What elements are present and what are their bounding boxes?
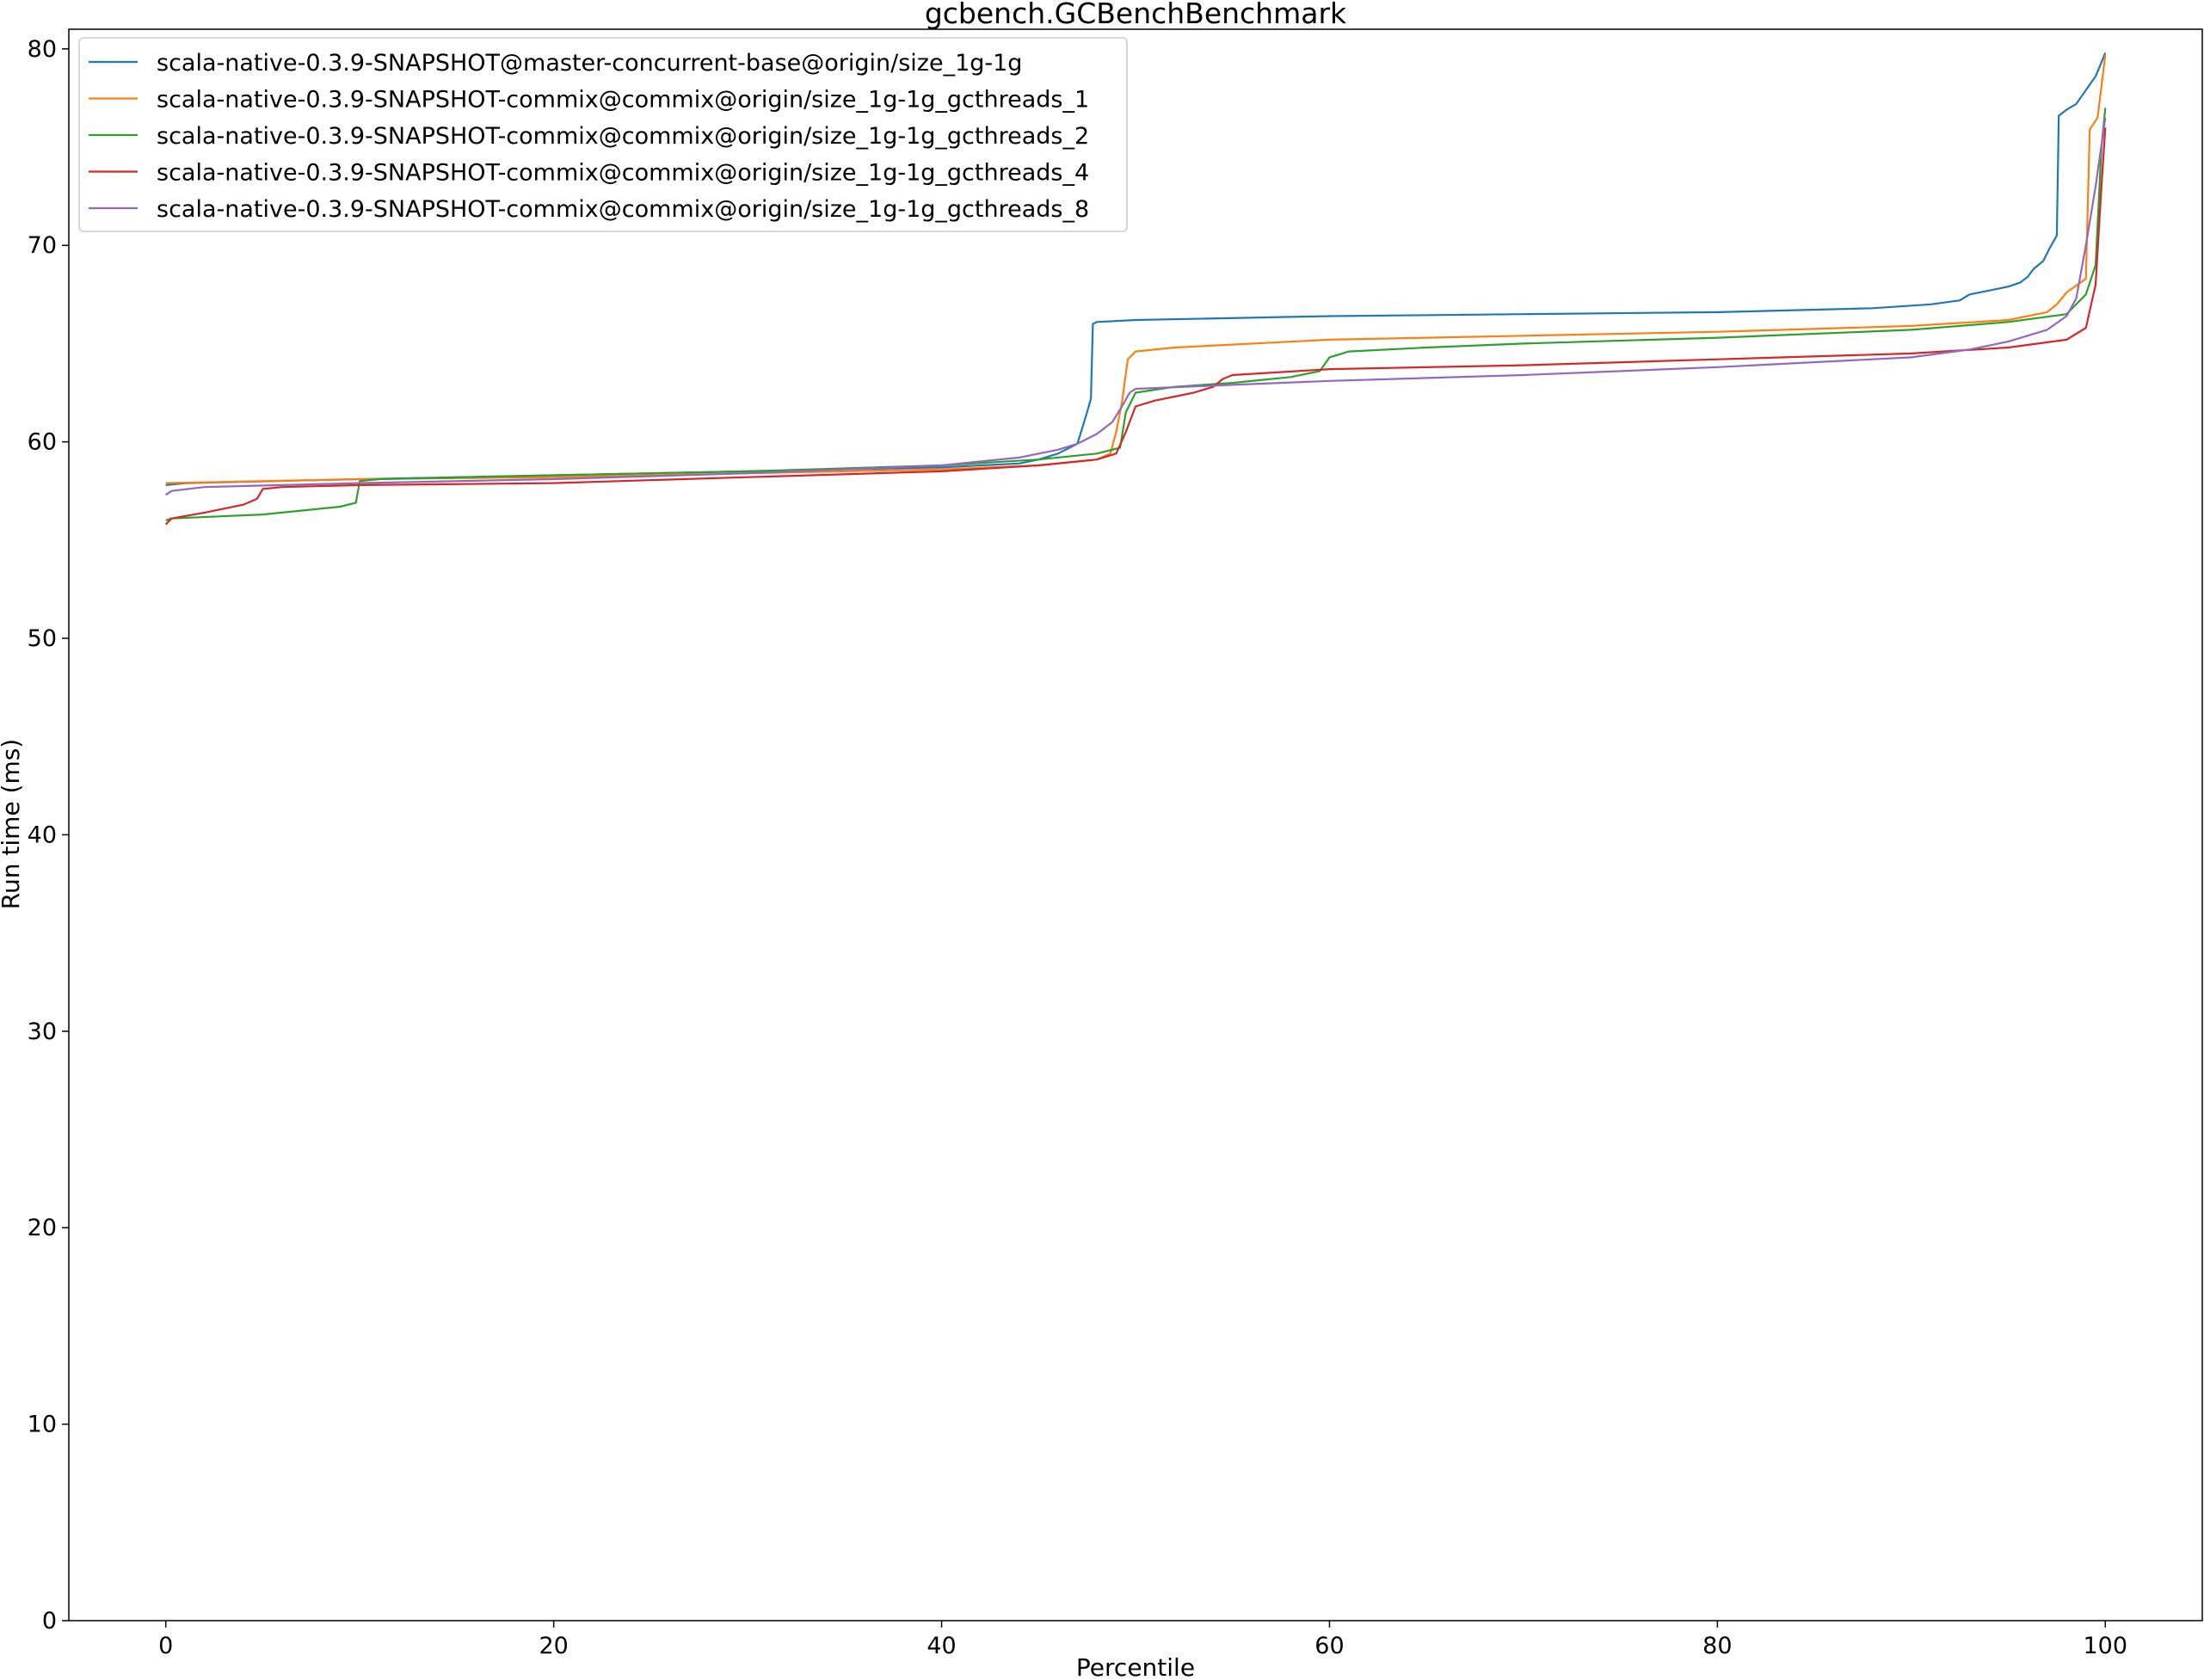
x-tick-label: 0 xyxy=(158,1633,173,1659)
x-tick-label: 40 xyxy=(927,1633,956,1659)
legend-box xyxy=(78,37,1128,232)
y-axis-label: Run time (ms) xyxy=(0,739,25,909)
series-line-4 xyxy=(164,127,2107,526)
y-tick-label: 10 xyxy=(28,1412,57,1438)
y-tick-label: 60 xyxy=(28,429,57,456)
x-axis-label: Percentile xyxy=(1076,1653,1195,1680)
legend-label-5: scala-native-0.3.9-SNAPSHOT-commix@commi… xyxy=(157,196,1089,223)
legend-label-1: scala-native-0.3.9-SNAPSHOT@master-concu… xyxy=(157,50,1022,77)
plot-frame xyxy=(68,28,2203,1622)
x-axis: 0 20 40 60 80 100 xyxy=(158,1621,2127,1659)
y-tick-label: 80 xyxy=(28,36,57,63)
x-tick-label: 60 xyxy=(1314,1633,1344,1659)
y-tick-label: 0 xyxy=(42,1608,57,1634)
y-tick-label: 70 xyxy=(28,232,57,259)
series-line-2 xyxy=(165,54,2107,484)
series-line-5 xyxy=(165,117,2107,496)
plot-lines xyxy=(164,52,2107,526)
y-axis: 0 10 20 30 40 50 60 70 80 xyxy=(28,36,69,1634)
y-tick-label: 30 xyxy=(28,1018,57,1045)
x-tick-label: 80 xyxy=(1702,1633,1732,1659)
legend-label-2: scala-native-0.3.9-SNAPSHOT-commix@commi… xyxy=(157,87,1089,114)
legend: scala-native-0.3.9-SNAPSHOT@master-concu… xyxy=(78,37,1128,232)
x-tick-label: 100 xyxy=(2083,1633,2127,1659)
chart-title: gcbench.GCBenchBenchmark xyxy=(925,0,1347,30)
y-tick-label: 50 xyxy=(28,625,57,652)
y-tick-label: 40 xyxy=(28,822,57,848)
series-line-1 xyxy=(165,52,2107,486)
legend-label-4: scala-native-0.3.9-SNAPSHOT-commix@commi… xyxy=(157,160,1089,187)
y-tick-label: 20 xyxy=(28,1215,57,1241)
x-tick-label: 20 xyxy=(539,1633,568,1659)
legend-label-3: scala-native-0.3.9-SNAPSHOT-commix@commi… xyxy=(157,123,1089,150)
